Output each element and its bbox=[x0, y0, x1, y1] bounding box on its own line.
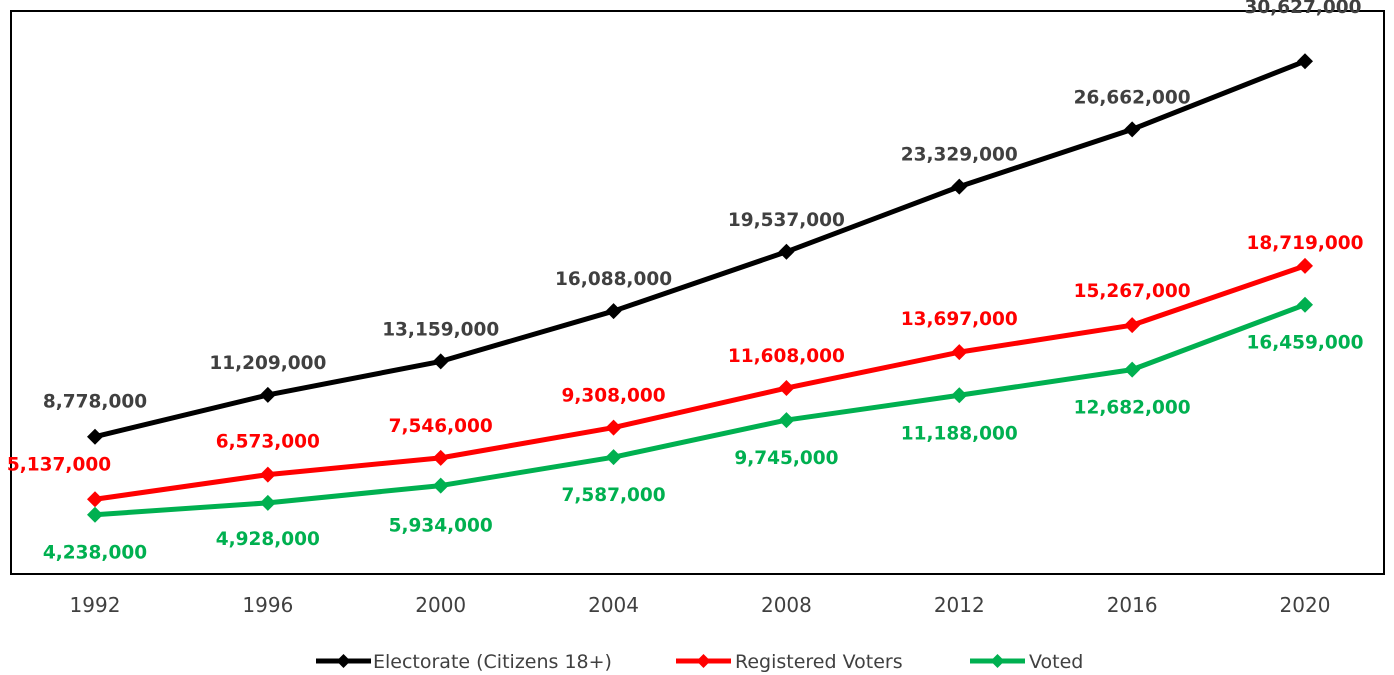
data-label-registered-voters-1992: 5,137,000 bbox=[7, 454, 111, 475]
data-label-voted-1992: 4,238,000 bbox=[43, 543, 147, 564]
plot-area-frame bbox=[10, 10, 1385, 575]
x-tick-label-2004: 2004 bbox=[588, 593, 639, 617]
legend: Electorate (Citizens 18+) Registered Vote… bbox=[316, 651, 1083, 673]
legend-item-voted: Voted bbox=[970, 651, 1083, 673]
data-point-registered-voters-1996 bbox=[259, 466, 276, 483]
series-line-registered-voters bbox=[92, 263, 1308, 502]
series-lines bbox=[92, 58, 1308, 518]
data-label-registered-voters-2000: 7,546,000 bbox=[389, 416, 493, 437]
data-labels: 8,778,000 11,209,000 13,159,000 16,088,000 1… bbox=[7, 0, 1364, 564]
data-label-voted-2000: 5,934,000 bbox=[389, 516, 493, 537]
data-point-electorate-citizens-18-1996 bbox=[259, 386, 276, 403]
data-point-electorate-citizens-18-1992 bbox=[87, 428, 103, 445]
data-point-voted-1996 bbox=[259, 494, 276, 511]
data-label-electorate-citizens-18-2020: 30,627,000 bbox=[1244, 0, 1361, 18]
x-tick-label-1992: 1992 bbox=[70, 593, 121, 617]
data-point-electorate-citizens-18-2008 bbox=[778, 243, 795, 260]
data-label-voted-2016: 12,682,000 bbox=[1074, 398, 1191, 419]
data-point-voted-1992 bbox=[87, 506, 103, 523]
data-label-voted-2008: 9,745,000 bbox=[734, 448, 838, 469]
x-tick-label-2020: 2020 bbox=[1280, 593, 1331, 617]
data-point-voted-2012 bbox=[951, 387, 968, 404]
data-label-electorate-citizens-18-2016: 26,662,000 bbox=[1074, 87, 1191, 108]
data-label-voted-1996: 4,928,000 bbox=[216, 529, 320, 550]
data-point-voted-2020 bbox=[1297, 296, 1313, 313]
data-label-voted-2020: 16,459,000 bbox=[1246, 333, 1363, 354]
data-label-registered-voters-2016: 15,267,000 bbox=[1074, 281, 1191, 302]
data-point-electorate-citizens-18-2004 bbox=[605, 303, 622, 320]
data-label-voted-2004: 7,587,000 bbox=[561, 485, 665, 506]
data-label-registered-voters-2008: 11,608,000 bbox=[728, 346, 845, 367]
data-point-electorate-citizens-18-2020 bbox=[1297, 53, 1313, 70]
data-point-registered-voters-2020 bbox=[1297, 257, 1313, 274]
data-point-electorate-citizens-18-2000 bbox=[432, 353, 449, 370]
x-tick-label-1996: 1996 bbox=[242, 593, 293, 617]
data-label-registered-voters-2012: 13,697,000 bbox=[901, 309, 1018, 330]
data-point-registered-voters-2000 bbox=[432, 449, 449, 466]
data-label-voted-2012: 11,188,000 bbox=[901, 423, 1018, 444]
legend-item-registered-voters: Registered Voters bbox=[676, 651, 903, 673]
legend-swatch-marker bbox=[696, 654, 711, 668]
x-axis-tick-labels: 1992 1996 2000 2004 2008 2012 2016 2020 bbox=[70, 593, 1331, 617]
x-tick-label-2008: 2008 bbox=[761, 593, 812, 617]
data-point-voted-2004 bbox=[605, 449, 622, 466]
series-line-voted bbox=[92, 302, 1308, 518]
data-point-voted-2008 bbox=[778, 412, 795, 429]
legend-label: Electorate (Citizens 18+) bbox=[373, 651, 612, 673]
series-line-electorate-citizens-18 bbox=[92, 58, 1308, 440]
data-point-voted-2000 bbox=[432, 477, 449, 494]
data-label-registered-voters-1996: 6,573,000 bbox=[216, 432, 320, 453]
data-label-electorate-citizens-18-1996: 11,209,000 bbox=[209, 353, 326, 374]
data-label-registered-voters-2020: 18,719,000 bbox=[1246, 233, 1363, 254]
data-point-registered-voters-2004 bbox=[605, 419, 622, 436]
data-point-registered-voters-2016 bbox=[1124, 317, 1141, 334]
data-point-voted-2016 bbox=[1124, 361, 1141, 378]
data-point-registered-voters-2012 bbox=[951, 344, 968, 361]
data-point-electorate-citizens-18-2012 bbox=[951, 178, 968, 195]
data-label-electorate-citizens-18-2008: 19,537,000 bbox=[728, 210, 845, 231]
legend-swatch-marker bbox=[990, 654, 1005, 668]
data-point-electorate-citizens-18-2016 bbox=[1124, 121, 1141, 138]
data-label-electorate-citizens-18-2004: 16,088,000 bbox=[555, 269, 672, 290]
x-tick-label-2016: 2016 bbox=[1107, 593, 1158, 617]
legend-label: Voted bbox=[1029, 651, 1083, 673]
x-tick-label-2000: 2000 bbox=[415, 593, 466, 617]
data-label-registered-voters-2004: 9,308,000 bbox=[561, 386, 665, 407]
data-label-electorate-citizens-18-1992: 8,778,000 bbox=[43, 392, 147, 413]
series-markers bbox=[87, 53, 1313, 523]
legend-item-electorate-citizens-18: Electorate (Citizens 18+) bbox=[316, 651, 612, 673]
legend-swatch-marker bbox=[336, 654, 351, 668]
data-label-electorate-citizens-18-2012: 23,329,000 bbox=[901, 145, 1018, 166]
data-label-electorate-citizens-18-2000: 13,159,000 bbox=[382, 319, 499, 340]
data-point-registered-voters-1992 bbox=[87, 491, 103, 508]
legend-label: Registered Voters bbox=[735, 651, 903, 673]
x-tick-label-2012: 2012 bbox=[934, 593, 985, 617]
data-point-registered-voters-2008 bbox=[778, 380, 795, 397]
